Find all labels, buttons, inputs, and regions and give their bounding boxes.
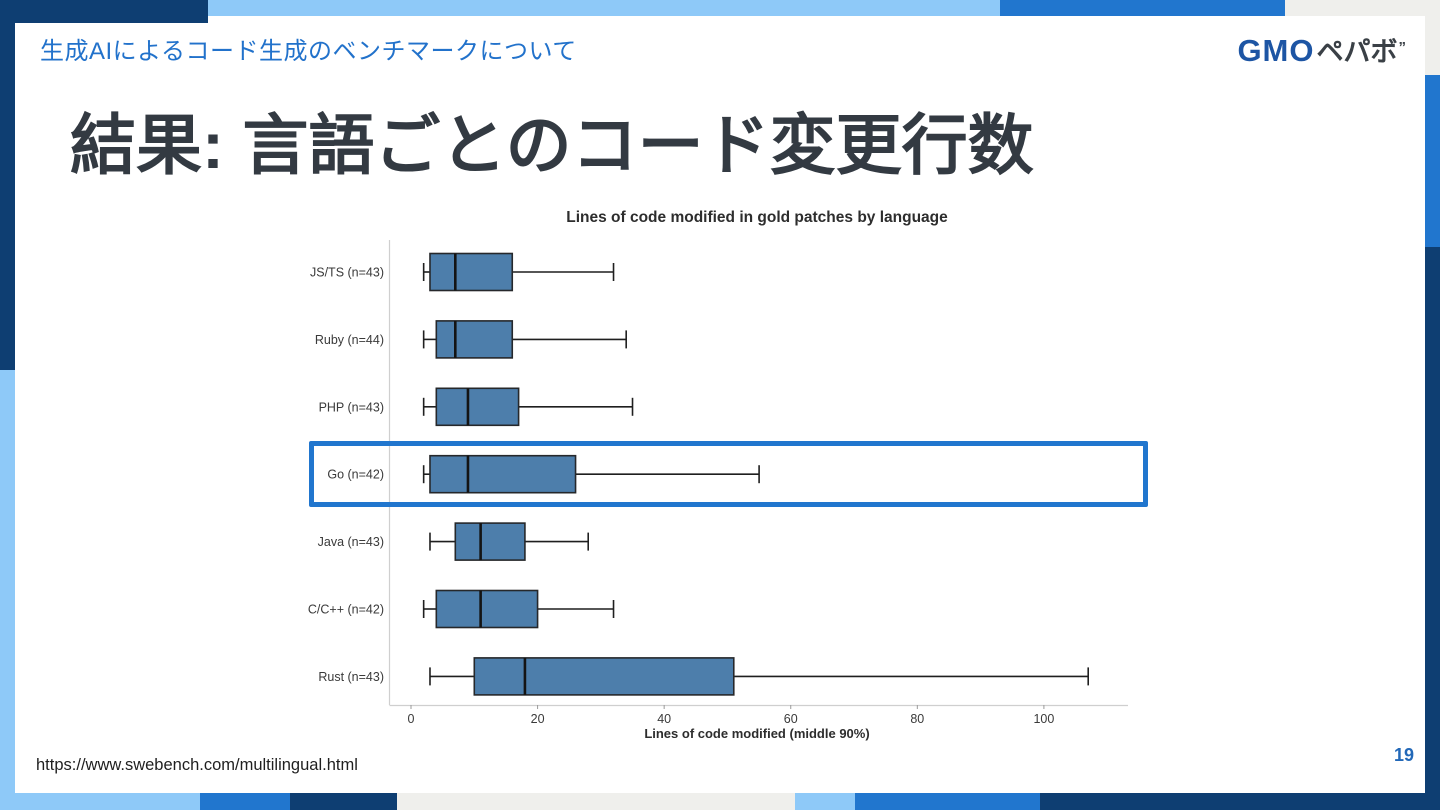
iqr-box xyxy=(429,454,577,494)
left-band-light-blue xyxy=(0,370,15,810)
logo-pepabo-text: ペパボ xyxy=(1316,37,1398,67)
bottom-band-navy-2 xyxy=(1040,793,1440,810)
page-number: 19 xyxy=(1393,745,1414,765)
iqr-box xyxy=(435,320,514,359)
x-tick-label: 80 xyxy=(910,712,924,726)
source-url-link[interactable]: https://www.swebench.com/multilingual.ht… xyxy=(36,756,358,774)
box-row-c-c-n-42: C/C++ (n=42) xyxy=(308,589,615,629)
logo-trademark-mark: ” xyxy=(1398,39,1407,56)
iqr-box xyxy=(454,522,526,561)
box-row-js-ts-n-43: JS/TS (n=43) xyxy=(310,252,615,292)
iqr-box xyxy=(429,252,514,292)
box-row-go-n-42: Go (n=42) xyxy=(327,454,760,494)
box-row-rust-n-43: Rust (n=43) xyxy=(318,657,1090,696)
x-tick-label: 0 xyxy=(408,712,415,726)
bottom-band-navy-1 xyxy=(290,793,397,810)
x-tick-label: 100 xyxy=(1033,712,1054,726)
bottom-band-medium-blue-1 xyxy=(200,793,290,810)
bottom-band-medium-blue-2 xyxy=(855,793,1040,810)
y-category-label: Java (n=43) xyxy=(318,535,384,549)
chart-title: Lines of code modified in gold patches b… xyxy=(566,209,948,226)
bottom-band-light-blue-1 xyxy=(0,793,200,810)
y-category-label: Go (n=42) xyxy=(327,468,384,482)
logo-gmo-text: GMO xyxy=(1237,33,1315,68)
x-axis-label: Lines of code modified (middle 90%) xyxy=(644,726,869,741)
y-category-label: Rust (n=43) xyxy=(318,670,384,684)
iqr-box xyxy=(435,387,520,427)
left-band-navy xyxy=(0,23,15,370)
y-category-label: JS/TS (n=43) xyxy=(310,266,384,280)
box-row-php-n-43: PHP (n=43) xyxy=(319,387,634,427)
box-row-ruby-n-44: Ruby (n=44) xyxy=(315,320,627,359)
bottom-band-light-blue-2 xyxy=(795,793,855,810)
y-category-label: PHP (n=43) xyxy=(319,400,384,414)
right-band-navy xyxy=(1425,247,1440,810)
gmo-pepabo-logo: GMO ペパボ ” xyxy=(1237,30,1406,69)
top-left-navy-block xyxy=(0,0,208,23)
top-band-medium-blue xyxy=(1000,0,1285,16)
iqr-box xyxy=(435,589,539,629)
x-tick-label: 40 xyxy=(657,712,671,726)
top-band-gray xyxy=(1285,0,1440,16)
x-tick-label: 60 xyxy=(784,712,798,726)
x-tick-label: 20 xyxy=(531,712,545,726)
top-band-light-blue xyxy=(0,0,1000,16)
bottom-band-gray xyxy=(397,793,795,810)
y-category-label: Ruby (n=44) xyxy=(315,333,384,347)
go-row-highlight xyxy=(309,441,1148,507)
y-category-label: C/C++ (n=42) xyxy=(308,603,384,617)
slide-header-title: 生成AIによるコード生成のベンチマークについて xyxy=(40,38,577,65)
box-row-java-n-43: Java (n=43) xyxy=(318,522,590,561)
right-band-gray xyxy=(1425,16,1440,75)
iqr-box xyxy=(473,657,735,696)
right-band-medium-blue xyxy=(1425,75,1440,247)
slide-title: 結果: 言語ごとのコード変更行数 xyxy=(70,108,1034,182)
